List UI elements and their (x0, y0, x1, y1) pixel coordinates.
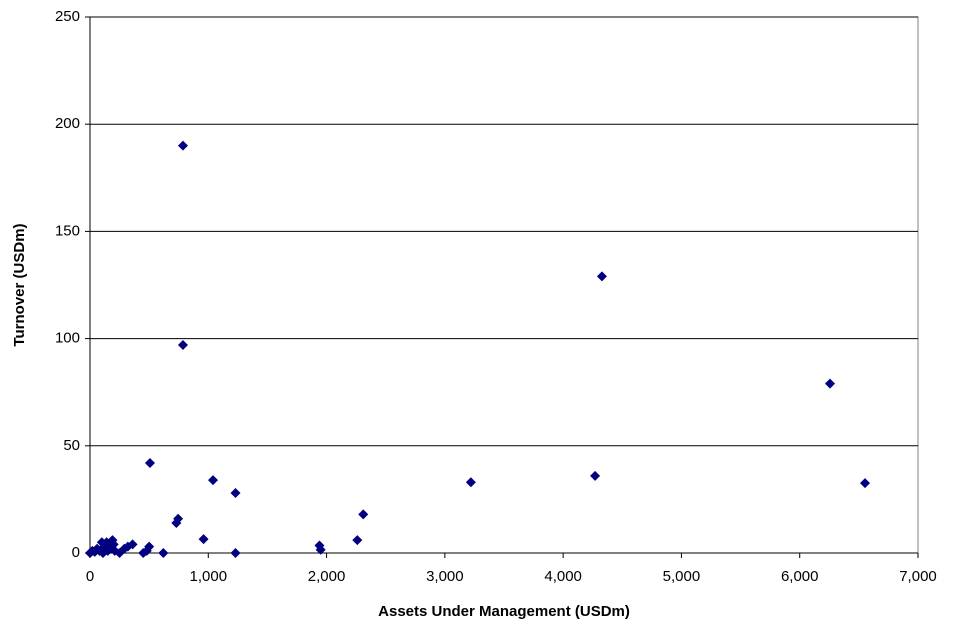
y-tick-label: 100 (55, 330, 80, 347)
x-tick-label: 2,000 (308, 568, 346, 585)
point (144, 457, 155, 468)
x-tick-label: 4,000 (544, 568, 582, 585)
point (177, 340, 188, 351)
point (177, 140, 188, 151)
plot-area (89, 16, 919, 554)
point (352, 535, 363, 546)
point (171, 517, 182, 528)
y-tick-label: 200 (55, 115, 80, 132)
point (127, 539, 138, 550)
point (358, 509, 369, 520)
point (230, 548, 241, 558)
point (824, 378, 835, 389)
y-tick-label: 150 (55, 222, 80, 239)
point (158, 548, 169, 558)
point (198, 534, 209, 545)
point (465, 477, 476, 488)
x-tick-label: 1,000 (190, 568, 228, 585)
x-tick-label: 3,000 (426, 568, 464, 585)
x-tick-label: 7,000 (899, 568, 937, 585)
point (590, 470, 601, 481)
point (230, 487, 241, 498)
point (596, 271, 607, 282)
point (108, 539, 119, 550)
point (315, 544, 326, 555)
y-tick-label: 0 (72, 544, 80, 561)
point (144, 541, 155, 552)
x-tick-label: 0 (86, 568, 94, 585)
point (860, 478, 871, 489)
x-tick-label: 5,000 (663, 568, 701, 585)
x-tick-label: 6,000 (781, 568, 819, 585)
x-axis-title: Assets Under Management (USDm) (378, 603, 630, 620)
y-axis-title: Turnover (USDm) (11, 223, 28, 346)
point (208, 475, 219, 486)
y-tick-label: 50 (63, 437, 80, 454)
y-tick-label: 250 (55, 8, 80, 25)
